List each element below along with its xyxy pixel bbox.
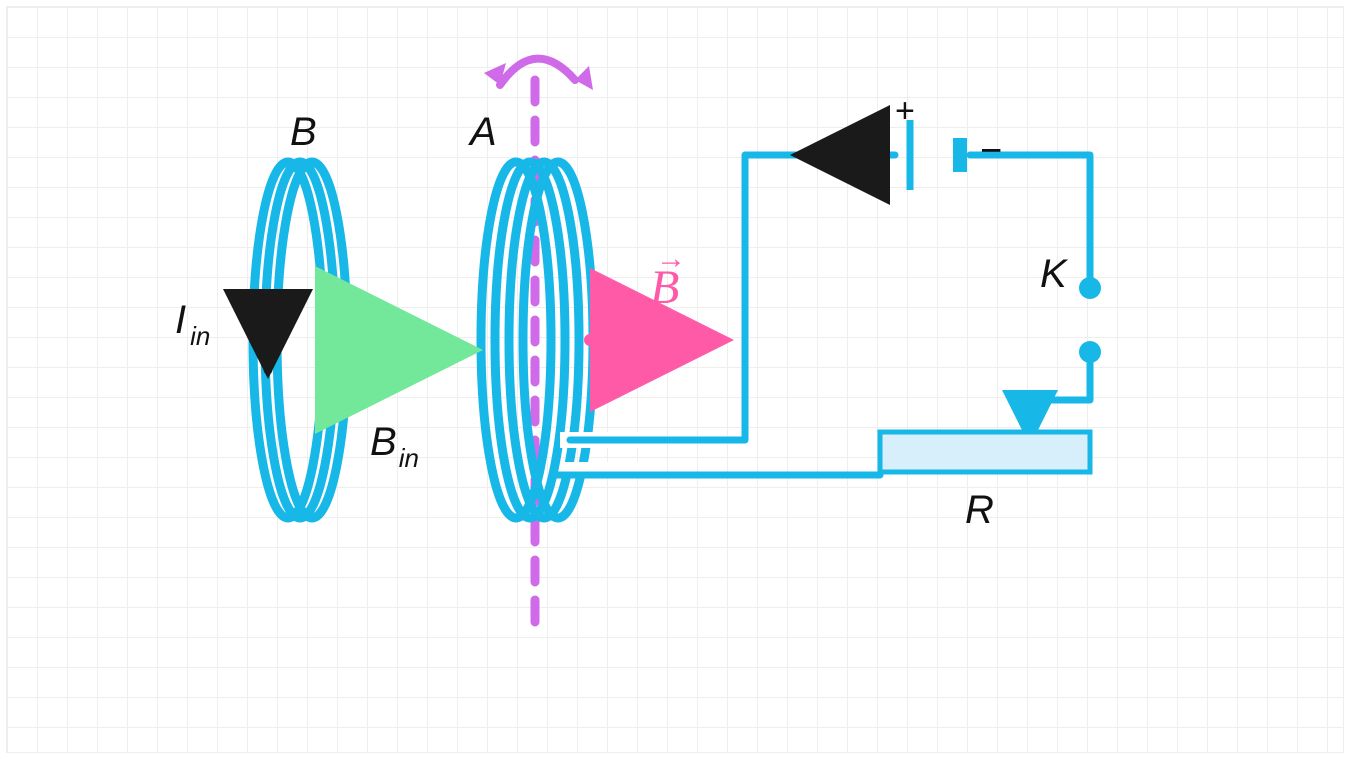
label-coil-a: A (470, 110, 497, 155)
label-plus: + (895, 92, 915, 131)
rotation-arrowhead (575, 66, 593, 90)
switch-k (1079, 277, 1101, 363)
battery-icon (910, 120, 960, 190)
resistor-r (880, 432, 1090, 472)
label-resistor-r: R (965, 488, 994, 533)
label-i-in-main: I (175, 298, 186, 342)
label-i-in: Iin (175, 298, 206, 343)
label-b-in-main: B (370, 420, 397, 464)
label-b-in-sub: in (399, 443, 419, 473)
label-b-in: Bin (370, 420, 417, 465)
label-b-vector: → B (650, 260, 679, 315)
diagram-svg (0, 0, 1350, 759)
label-i-in-sub: in (190, 321, 210, 351)
label-minus: − (980, 130, 1002, 173)
label-coil-b: B (290, 110, 317, 155)
label-switch-k: K (1040, 252, 1067, 297)
